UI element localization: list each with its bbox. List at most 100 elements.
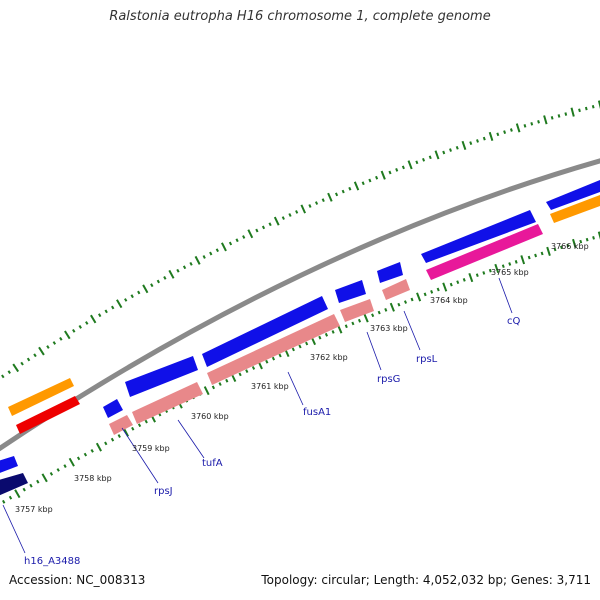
outer-tick <box>111 305 115 310</box>
inner-tick <box>251 366 256 370</box>
leader-tufa <box>177 419 205 459</box>
feature-orange-arrow[interactable] <box>8 378 74 416</box>
scale-label-3759: 3759 kbp <box>132 444 170 453</box>
scale-label-3758: 3758 kbp <box>74 474 112 483</box>
outer-tick <box>523 124 527 128</box>
inner-tick <box>271 356 276 361</box>
outer-tick <box>194 255 201 265</box>
inner-tick <box>76 456 81 461</box>
inner-tick <box>501 264 505 269</box>
gene-label-h16-a3488[interactable]: h16_A3488 <box>24 556 80 567</box>
outer-tick <box>281 216 285 220</box>
feature-cq-forward[interactable] <box>421 210 536 263</box>
feature-cq-gene[interactable] <box>426 224 543 280</box>
outer-tick <box>503 130 507 135</box>
outer-tick <box>314 201 319 205</box>
inner-tick <box>416 292 422 302</box>
outer-tick <box>209 251 213 256</box>
outer-tick <box>422 157 426 162</box>
leader-h16-a3488 <box>2 504 26 554</box>
gene-label-rpsg[interactable]: rpsG <box>377 374 400 385</box>
inner-tick <box>95 442 102 452</box>
feature-rpsj-forward[interactable] <box>103 399 123 418</box>
outer-tick <box>150 283 154 288</box>
inner-tick <box>384 308 388 312</box>
feature-red-arrow[interactable] <box>16 396 80 434</box>
inner-tick <box>305 341 309 346</box>
inner-tick <box>449 282 453 287</box>
leader-rpsg <box>366 331 382 371</box>
scale-label-3761: 3761 kbp <box>251 382 289 391</box>
inner-tick <box>456 280 460 285</box>
inner-tick <box>238 372 242 377</box>
outer-tick <box>85 321 89 325</box>
inner-tick <box>377 310 381 315</box>
outer-tick <box>368 178 372 183</box>
leader-rpsj <box>121 427 159 484</box>
inner-tick <box>331 330 335 334</box>
outer-tick <box>255 228 259 233</box>
inner-tick <box>83 452 88 457</box>
outer-tick <box>215 248 219 253</box>
outer-tick <box>38 346 45 356</box>
outer-tick <box>261 225 266 230</box>
inner-tick <box>494 263 500 274</box>
feature-right-orange[interactable] <box>550 195 600 223</box>
gene-label-tufa[interactable]: tufA <box>202 458 223 469</box>
feature-fusa1-forward[interactable] <box>202 296 328 367</box>
gene-label-cq[interactable]: cQ <box>507 316 520 327</box>
outer-tick <box>557 114 561 118</box>
feature-h16-a3488-dark[interactable] <box>0 473 28 496</box>
inner-tick <box>22 487 26 492</box>
outer-tick <box>597 100 600 110</box>
inner-tick <box>324 332 329 337</box>
outer-tick <box>537 120 540 124</box>
inner-tick <box>137 423 142 428</box>
feature-fusa1-gene[interactable] <box>207 314 340 385</box>
outer-tick <box>401 165 405 170</box>
inner-tick <box>2 499 6 504</box>
feature-rpsg-forward[interactable] <box>335 280 366 303</box>
feature-right-forward[interactable] <box>546 180 600 210</box>
inner-tick <box>540 251 544 256</box>
outer-tick <box>242 235 246 239</box>
feature-tufa-forward[interactable] <box>125 356 198 397</box>
outer-tick <box>90 314 97 324</box>
feature-h16-a3488-forward[interactable] <box>0 456 18 474</box>
outer-tick <box>130 294 134 299</box>
outer-tick <box>295 210 299 214</box>
inner-tick <box>597 231 600 240</box>
outer-tick <box>308 204 312 208</box>
outer-tick <box>20 361 24 366</box>
inner-tick <box>442 282 448 292</box>
outer-tick <box>98 313 102 318</box>
genome-stats-text: Topology: circular; Length: 4,052,032 bp… <box>261 573 591 587</box>
scale-label-3764: 3764 kbp <box>430 296 468 305</box>
inner-tick <box>14 489 21 499</box>
outer-tick <box>46 345 50 349</box>
feature-rpsl-forward[interactable] <box>377 262 403 283</box>
leader-cq <box>498 277 513 314</box>
outer-tick <box>52 341 57 345</box>
feature-rpsl-gene[interactable] <box>382 279 410 300</box>
leader-fusa1 <box>287 371 304 406</box>
feature-rpsg-gene[interactable] <box>340 299 374 322</box>
outer-tick <box>395 168 399 172</box>
inner-tick <box>144 419 148 424</box>
feature-tufa-gene[interactable] <box>132 382 203 424</box>
inner-tick <box>579 239 583 244</box>
gene-label-fusa1[interactable]: fusA1 <box>303 407 331 418</box>
outer-tick <box>26 357 31 362</box>
outer-tick <box>496 132 500 137</box>
accession-text: Accession: NC_008313 <box>9 573 146 587</box>
feature-rpsj-gene[interactable] <box>109 415 133 435</box>
gene-label-rpsj[interactable]: rpsJ <box>154 486 173 497</box>
outer-tick <box>476 139 479 143</box>
inner-tick <box>514 259 518 264</box>
inner-tick <box>203 386 210 396</box>
inner-tick <box>363 313 369 323</box>
inner-tick <box>468 272 474 283</box>
scale-label-3757: 3757 kbp <box>15 505 53 514</box>
gene-label-rpsl[interactable]: rpsL <box>416 354 438 365</box>
outer-tick <box>461 140 467 151</box>
